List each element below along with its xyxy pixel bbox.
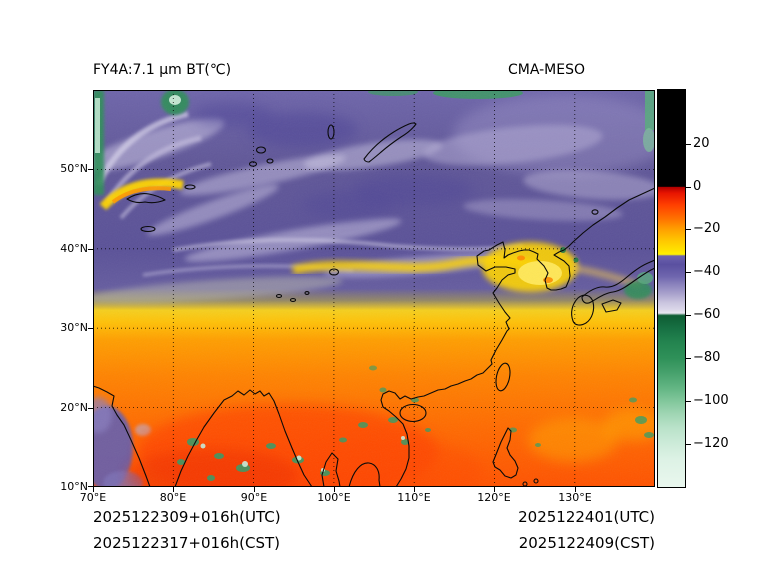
- ytick-mark: [88, 328, 93, 329]
- colorbar-label-m80: −80: [693, 350, 721, 365]
- colorbar-tick-mark: [686, 272, 691, 273]
- colorbar-label-m60: −60: [693, 307, 721, 322]
- colorbar-tick-mark: [686, 187, 691, 188]
- xtick-mark: [334, 487, 335, 492]
- xtick-mark: [93, 487, 94, 492]
- colorbar-label-m100: −100: [693, 393, 729, 408]
- colorbar-label-m40: −40: [693, 264, 721, 279]
- colorbar-tick-mark: [686, 144, 691, 145]
- ytick-label-30n: 30°N: [60, 321, 88, 334]
- xtick-label-130e: 130°E: [558, 491, 592, 504]
- map-plot: [93, 90, 655, 487]
- xtick-mark: [254, 487, 255, 492]
- valid-time-utc: 2025122401(UTC): [518, 508, 655, 526]
- colorbar-label-20: 20: [693, 136, 710, 151]
- init-time-cst: 2025122317+016h(CST): [93, 534, 281, 552]
- xtick-label-70e: 70°E: [79, 491, 107, 504]
- ytick-mark: [88, 486, 93, 487]
- colorbar-tick-mark: [686, 229, 691, 230]
- xtick-mark: [173, 487, 174, 492]
- plot-title: FY4A:7.1 μm BT(℃): [93, 62, 232, 78]
- xtick-label-120e: 120°E: [477, 491, 511, 504]
- colorbar-label-m120: −120: [693, 436, 729, 451]
- ytick-label-10n: 10°N: [60, 480, 88, 493]
- colorbar: [657, 89, 686, 488]
- ytick-label-40n: 40°N: [60, 242, 88, 255]
- xtick-label-100e: 100°E: [317, 491, 351, 504]
- xtick-mark: [494, 487, 495, 492]
- colorbar-tick-mark: [686, 444, 691, 445]
- init-time-utc: 2025122309+016h(UTC): [93, 508, 281, 526]
- noise-overlay: [93, 90, 655, 487]
- ytick-mark: [88, 249, 93, 250]
- ytick-label-20n: 20°N: [60, 401, 88, 414]
- colorbar-tick-mark: [686, 358, 691, 359]
- ytick-mark: [88, 169, 93, 170]
- bt-heatmap: [93, 90, 655, 487]
- xtick-label-90e: 90°E: [240, 491, 268, 504]
- colorbar-tick-mark: [686, 401, 691, 402]
- colorbar-label-m20: −20: [693, 221, 721, 236]
- ytick-mark: [88, 408, 93, 409]
- model-label: CMA-MESO: [508, 62, 586, 78]
- colorbar-label-0: 0: [693, 179, 702, 194]
- valid-time-cst: 2025122409(CST): [518, 534, 655, 552]
- ytick-label-50n: 50°N: [60, 162, 88, 175]
- xtick-mark: [414, 487, 415, 492]
- colorbar-tick-mark: [686, 315, 691, 316]
- xtick-label-80e: 80°E: [159, 491, 187, 504]
- xtick-label-110e: 110°E: [397, 491, 431, 504]
- map-grid: [93, 90, 655, 487]
- axes-frame: [93, 90, 655, 487]
- coastlines: [93, 122, 655, 487]
- xtick-mark: [575, 487, 576, 492]
